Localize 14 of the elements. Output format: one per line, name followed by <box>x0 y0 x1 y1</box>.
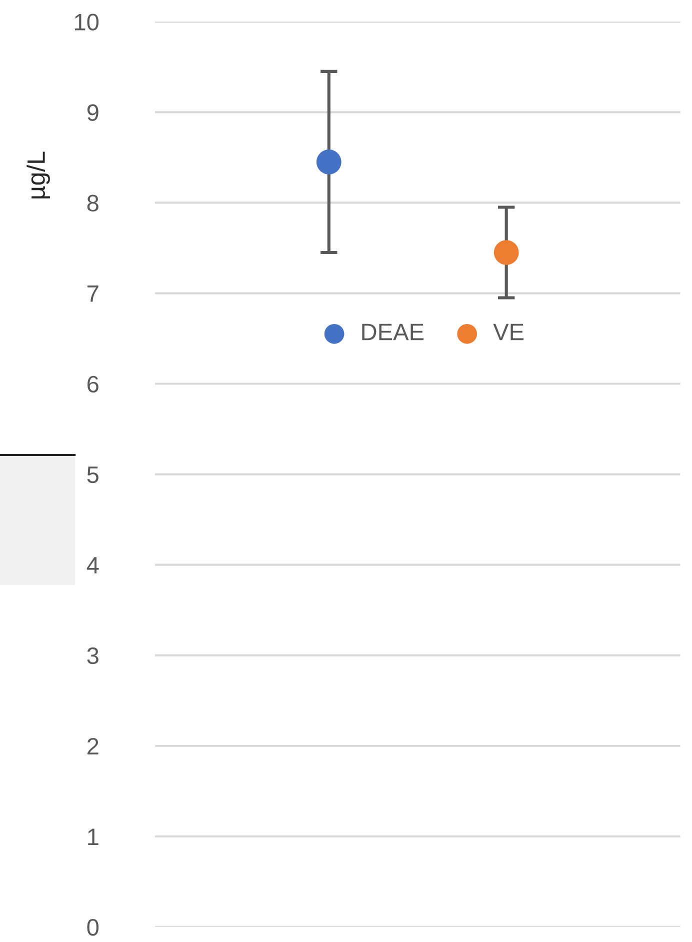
y-tick-label: 9 <box>87 104 98 121</box>
y-tick-label: 4 <box>86 557 99 574</box>
y-tick-label: 3 <box>87 647 98 664</box>
legend-label: DEAE <box>362 324 424 340</box>
y-axis-title: µg/L <box>26 152 50 198</box>
y-tick-label: 10 <box>74 14 99 30</box>
legend-label: VE <box>493 324 524 340</box>
y-tick-label: 7 <box>88 286 98 302</box>
y-tick-label: 8 <box>87 194 98 212</box>
y-tick-label: 0 <box>87 918 99 936</box>
y-tick-label: 5 <box>87 466 98 484</box>
y-tick-label: 2 <box>88 738 98 754</box>
y-tick-label: 6 <box>88 376 98 393</box>
y-tick-label: 1 <box>88 828 98 845</box>
